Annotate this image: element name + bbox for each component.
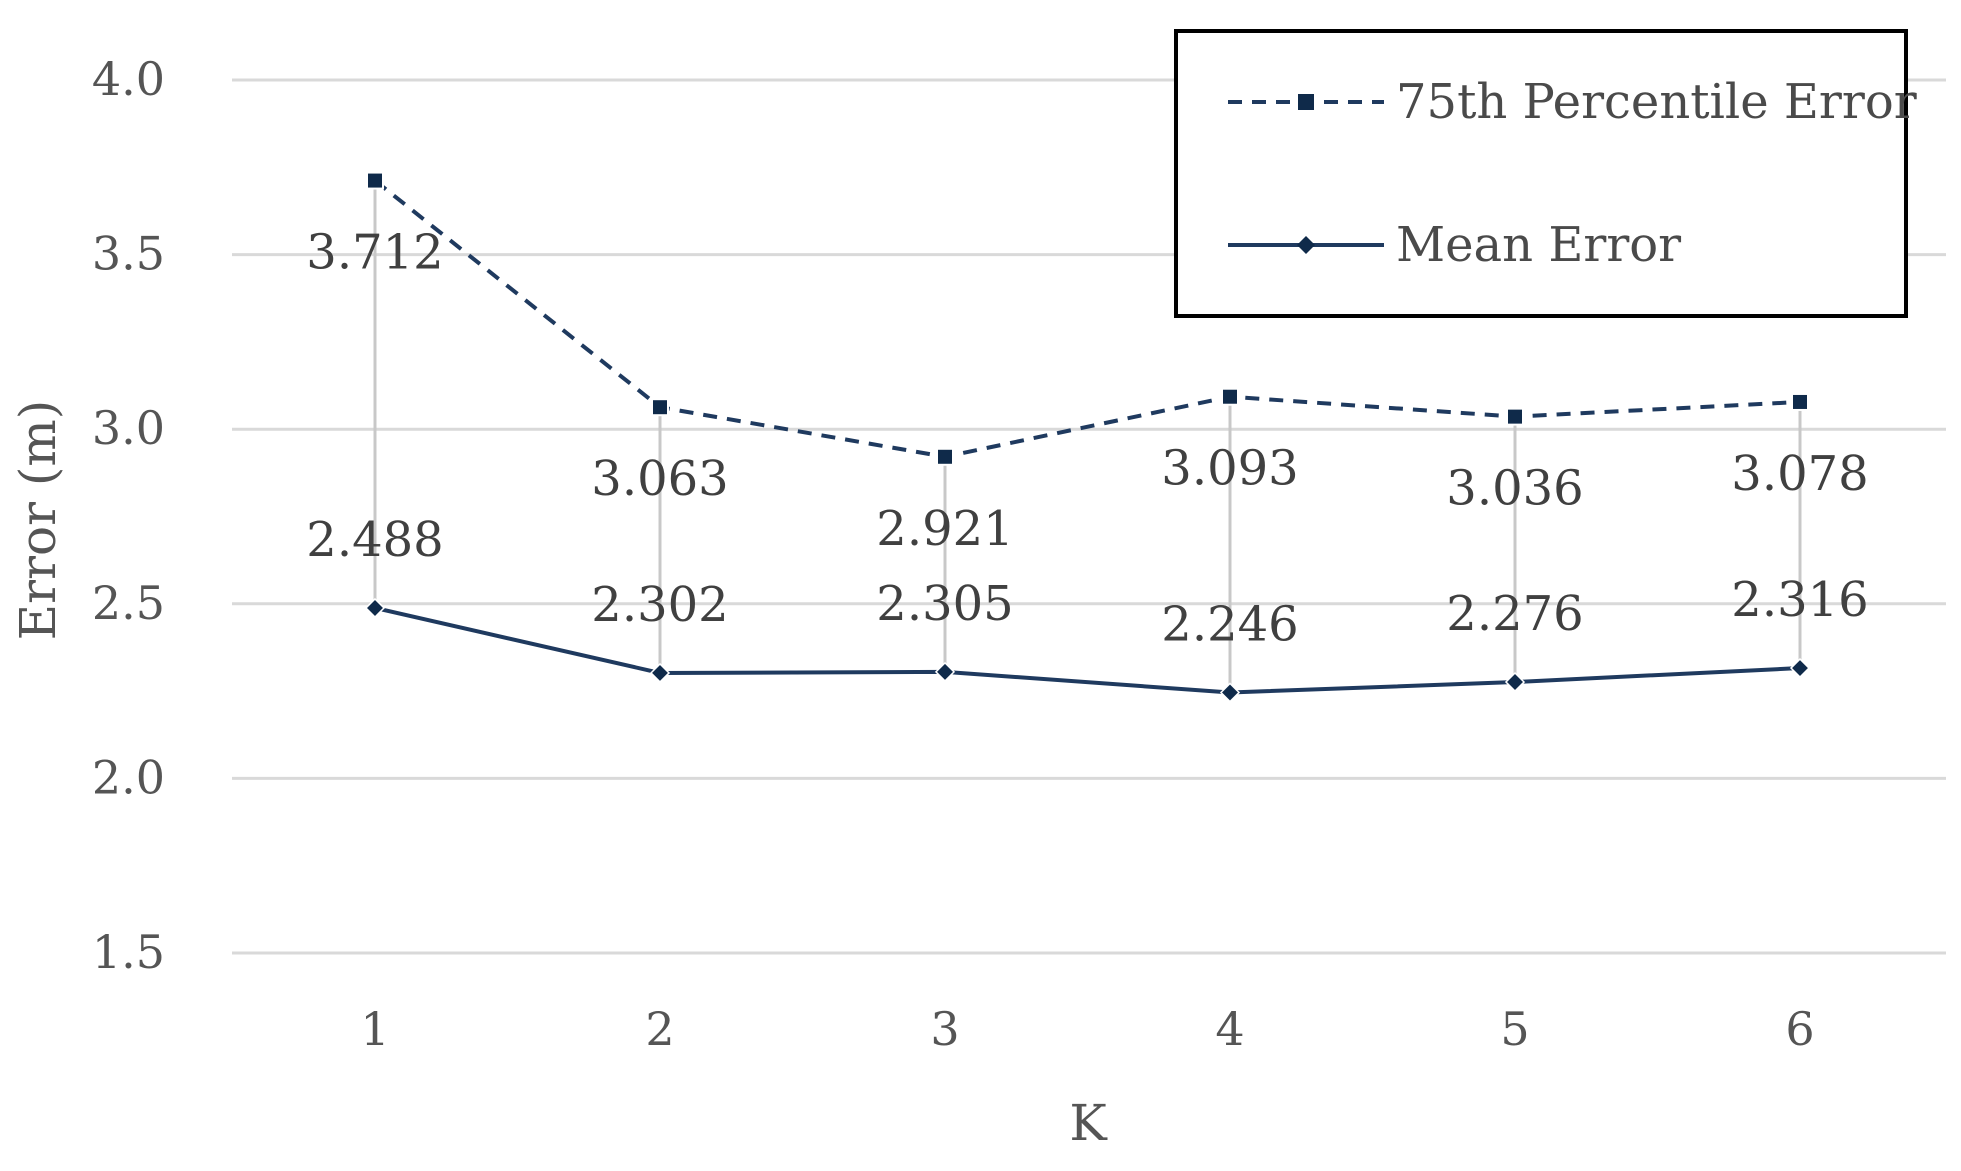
data-point [649,662,671,684]
series-line-p75 [373,179,1801,459]
data-point [364,597,386,619]
legend-marker [1298,94,1314,110]
y-tick-label: 3.0 [92,401,165,455]
legend-label: 75th Percentile Error [1396,74,1917,130]
x-axis-title: K [1069,1094,1108,1152]
data-label: 2.302 [591,577,728,633]
x-tick-label: 1 [360,1002,389,1056]
data-label: 3.063 [591,451,728,507]
data-label: 3.712 [306,225,443,281]
data-label: 3.078 [1731,446,1868,502]
x-tick-label: 6 [1785,1002,1814,1056]
drop-lines [373,180,1802,693]
y-axis-ticks: 1.5 2.0 2.5 3.0 3.5 4.0 [92,52,165,979]
legend-frame [1174,29,1908,318]
y-tick-label: 2.0 [92,750,165,804]
y-tick-label: 4.0 [92,52,165,106]
y-tick-label: 2.5 [92,576,165,630]
x-axis-ticks: 1 2 3 4 5 6 [360,1002,1814,1056]
data-point [1221,387,1239,406]
y-axis-title: Error (m) [9,400,67,641]
data-point [1506,407,1524,426]
legend: 75th Percentile Error Mean Error [1174,29,1917,318]
data-label: 2.921 [876,501,1013,557]
legend-label: Mean Error [1396,217,1681,273]
data-point [1789,657,1811,679]
data-label: 3.093 [1161,441,1298,497]
data-label: 2.488 [306,512,443,568]
data-label: 2.316 [1731,572,1868,628]
data-point [934,661,956,682]
data-point [651,398,669,417]
series-line-mean [374,606,1801,695]
gridlines [232,78,1946,955]
x-tick-label: 4 [1215,1002,1244,1056]
data-point [366,171,384,190]
data-label: 2.305 [876,576,1013,632]
data-point [1219,682,1241,703]
y-tick-label: 1.5 [92,925,165,979]
data-label: 2.276 [1446,586,1583,642]
data-label: 3.036 [1446,461,1583,517]
data-point [1791,392,1809,411]
data-labels: 3.712 3.063 2.921 3.093 3.036 3.078 2.488 2.302… [306,225,1868,653]
y-tick-label: 3.5 [92,227,165,281]
x-tick-label: 2 [645,1002,674,1056]
x-tick-label: 5 [1500,1002,1529,1056]
series [364,171,1811,703]
data-point [936,447,954,466]
data-label: 2.246 [1161,596,1298,652]
x-tick-label: 3 [930,1002,959,1056]
data-point [1504,671,1526,693]
legend-marker [1297,236,1315,254]
